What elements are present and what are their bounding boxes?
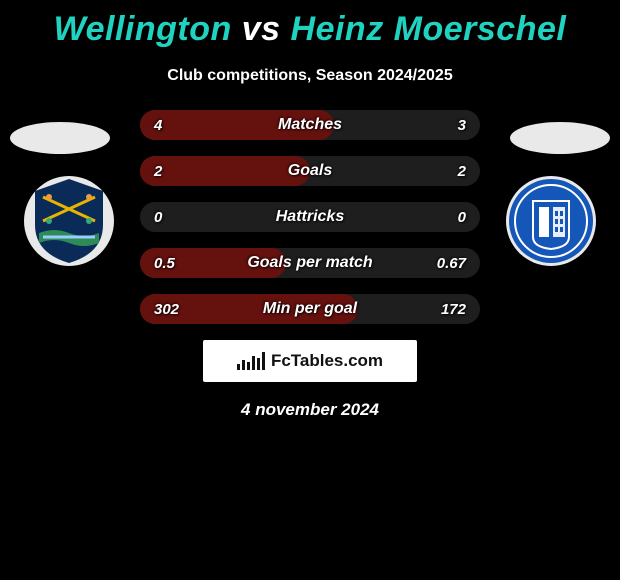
crest-right-svg xyxy=(507,177,595,265)
stat-value-right: 0.67 xyxy=(420,255,480,272)
stat-row: 4Matches3 xyxy=(140,110,480,140)
title-right: Heinz Moerschel xyxy=(291,10,567,48)
stat-row: 0.5Goals per match0.67 xyxy=(140,248,480,278)
stat-label: Hattricks xyxy=(200,208,420,226)
page-title: Wellington vs Heinz Moerschel xyxy=(0,0,620,49)
stat-row: 0Hattricks0 xyxy=(140,202,480,232)
stat-label: Goals xyxy=(200,162,420,180)
source-logo: FcTables.com xyxy=(203,340,417,382)
comparison-arena: 4Matches3 2Goals2 0Hattricks0 0.5Goals per … xyxy=(0,110,620,420)
stat-label: Matches xyxy=(200,116,420,134)
snapshot-date: 4 november 2024 xyxy=(0,400,620,420)
stat-value-left: 4 xyxy=(140,117,200,134)
title-vs: vs xyxy=(242,10,281,48)
stat-value-right: 2 xyxy=(420,163,480,180)
source-logo-text: FcTables.com xyxy=(271,351,383,371)
stat-label: Min per goal xyxy=(200,300,420,318)
right-team-crest xyxy=(506,176,596,266)
stat-value-left: 0 xyxy=(140,209,200,226)
stat-value-left: 302 xyxy=(140,301,200,318)
title-left: Wellington xyxy=(54,10,232,48)
stat-rows: 4Matches3 2Goals2 0Hattricks0 0.5Goals per … xyxy=(140,110,480,324)
stat-row: 2Goals2 xyxy=(140,156,480,186)
stat-label: Goals per match xyxy=(200,254,420,272)
stat-row: 302Min per goal172 xyxy=(140,294,480,324)
left-ellipse-decoration xyxy=(10,122,110,154)
stat-value-right: 172 xyxy=(420,301,480,318)
stat-value-left: 2 xyxy=(140,163,200,180)
stat-value-left: 0.5 xyxy=(140,255,200,272)
stat-value-right: 3 xyxy=(420,117,480,134)
subtitle: Club competitions, Season 2024/2025 xyxy=(0,67,620,85)
right-ellipse-decoration xyxy=(510,122,610,154)
stat-value-right: 0 xyxy=(420,209,480,226)
crest-left-svg xyxy=(29,177,109,265)
left-team-crest xyxy=(24,176,114,266)
bars-icon xyxy=(237,352,265,370)
